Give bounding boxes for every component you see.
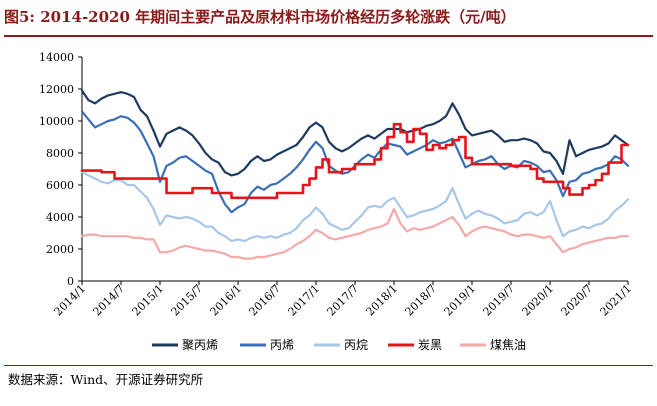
chart-legend: 聚丙烯 丙烯 丙烷 炭黑 煤焦油: [152, 338, 526, 352]
series-line-propane: [80, 171, 630, 243]
footer-divider: [4, 365, 653, 366]
x-tick-label: 2015/1: [130, 282, 167, 319]
y-tick-label: 10000: [39, 115, 74, 128]
x-tick-label: 2020/7: [559, 282, 596, 319]
legend-label-polypropylene: 聚丙烯: [182, 338, 218, 352]
x-tick-label: 2014/7: [91, 282, 128, 319]
series-line-coal_tar: [80, 207, 630, 260]
legend-label-carbon_black: 炭黑: [418, 338, 442, 352]
y-tick-label: 14000: [39, 51, 74, 64]
y-tick-label: 12000: [39, 83, 74, 96]
y-tick-label: 6000: [46, 179, 74, 192]
x-tick-label: 2019/1: [442, 282, 479, 319]
chart-title: 图5: 2014-2020 年期间主要产品及原材料市场价格经历多轮涨跌（元/吨）: [4, 8, 516, 26]
x-tick-label: 2017/1: [286, 282, 323, 319]
y-tick-label: 8000: [46, 147, 74, 160]
x-tick-label: 2016/1: [208, 282, 245, 319]
x-tick-label: 2019/7: [481, 282, 518, 319]
series-line-propylene: [80, 110, 630, 214]
x-tick-label: 2018/1: [364, 282, 401, 319]
legend-label-coal_tar: 煤焦油: [490, 338, 526, 352]
y-tick-label: 0: [67, 275, 74, 288]
x-tick-label: 2017/7: [325, 282, 362, 319]
series-line-carbon_black: [80, 122, 630, 200]
x-tick-label: 2021/1: [598, 282, 635, 319]
legend-label-propane: 丙烷: [344, 338, 368, 352]
y-tick-label: 2000: [46, 243, 74, 256]
source-note: 数据来源：Wind、开源证券研究所: [8, 372, 204, 387]
series-line-polypropylene: [80, 89, 630, 177]
title-divider: [4, 35, 653, 37]
legend-label-propylene: 丙烯: [270, 338, 294, 352]
x-tick-label: 2018/7: [403, 282, 440, 319]
y-tick-label: 4000: [46, 211, 74, 224]
x-tick-label: 2020/1: [520, 282, 557, 319]
series-lines: [80, 89, 630, 260]
x-tick-label: 2016/7: [247, 282, 284, 319]
x-tick-label: 2015/7: [169, 282, 206, 319]
